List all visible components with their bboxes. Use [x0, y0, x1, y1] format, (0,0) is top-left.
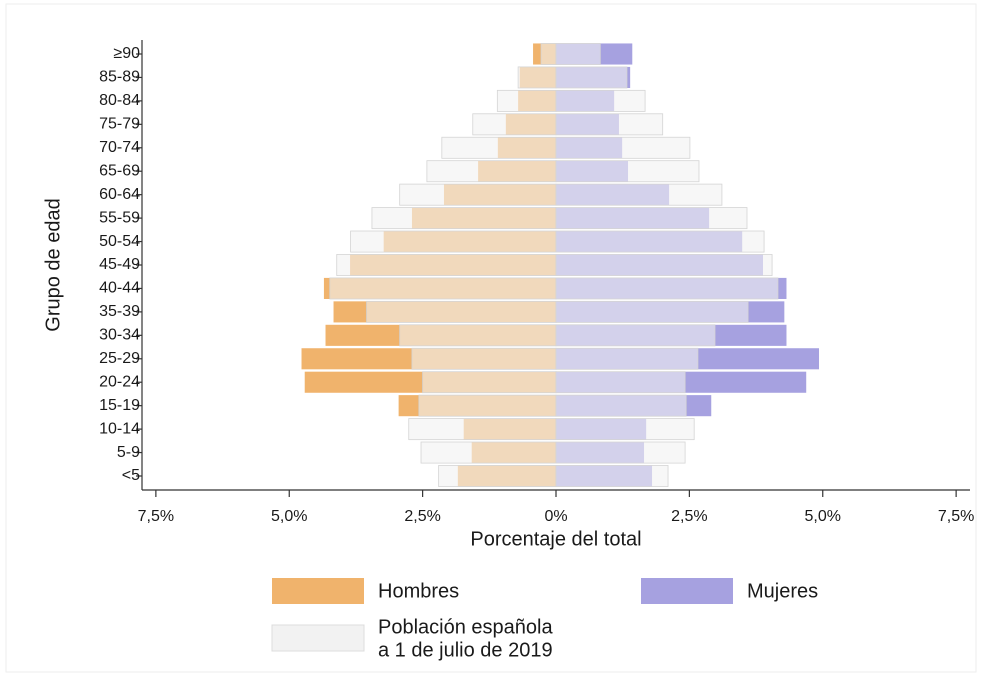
- reference-bar: [336, 254, 557, 276]
- y-tick-label: 20-24: [99, 373, 140, 390]
- x-tick-label: 2,5%: [671, 508, 707, 525]
- reference-bar: [555, 66, 628, 89]
- reference-bar: [496, 89, 557, 112]
- reference-bar: [329, 277, 557, 300]
- reference-bar: [411, 347, 557, 370]
- reference-bar: [426, 160, 557, 183]
- reference-bar: [555, 230, 765, 253]
- reference-bar: [420, 441, 557, 464]
- reference-bar: [555, 324, 716, 347]
- reference-bar: [555, 418, 695, 441]
- x-tick-label: 5,0%: [805, 508, 841, 525]
- legend-label: Población española: [378, 616, 553, 638]
- legend-label: Hombres: [378, 580, 459, 602]
- y-tick-label: 35-39: [99, 303, 140, 320]
- reference-bar: [555, 113, 664, 136]
- x-tick-label: 0%: [544, 508, 567, 525]
- y-tick-label: <5: [122, 467, 140, 484]
- x-tick-label: 2,5%: [404, 508, 440, 525]
- y-tick-label: 60-64: [99, 186, 140, 203]
- legend-swatch: [641, 578, 733, 604]
- reference-bar: [555, 89, 646, 112]
- reference-bar: [555, 136, 691, 159]
- legend-label: Mujeres: [747, 580, 818, 602]
- y-tick-label: 5-9: [117, 444, 140, 461]
- y-tick-label: ≥90: [113, 45, 140, 62]
- reference-bar: [555, 43, 601, 65]
- y-tick-label: 75-79: [99, 116, 140, 133]
- y-tick-label: 80-84: [99, 92, 140, 109]
- reference-bar: [350, 230, 557, 253]
- plot-area: [301, 43, 820, 487]
- reference-bar: [555, 254, 773, 276]
- y-tick-label: 40-44: [99, 280, 140, 297]
- y-axis-title: Grupo de edad: [42, 198, 64, 331]
- legend-label: a 1 de julio de 2019: [378, 639, 553, 661]
- y-tick-label: 15-19: [99, 397, 140, 414]
- legend-swatch: [271, 624, 365, 652]
- reference-bar: [366, 300, 557, 323]
- y-tick-label: 70-74: [99, 139, 140, 156]
- legend-swatch: [272, 578, 364, 604]
- y-tick-label: 55-59: [99, 209, 140, 226]
- reference-bar: [408, 418, 557, 441]
- reference-bar: [441, 136, 557, 159]
- y-tick-label: 25-29: [99, 350, 140, 367]
- reference-bar: [472, 113, 557, 136]
- reference-bar: [555, 300, 749, 323]
- y-tick-label: 30-34: [99, 327, 140, 344]
- x-tick-label: 7,5%: [938, 508, 974, 525]
- reference-bar: [418, 394, 557, 417]
- y-tick-label: 85-89: [99, 69, 140, 86]
- frame: [5, 3, 977, 673]
- reference-bar: [399, 324, 557, 347]
- reference-bar: [555, 160, 700, 183]
- y-tick-label: 50-54: [99, 233, 140, 250]
- reference-bar: [555, 347, 699, 370]
- reference-bar: [371, 207, 557, 230]
- reference-bar: [540, 43, 557, 65]
- reference-bar: [555, 394, 687, 417]
- y-tick-label: 10-14: [99, 420, 140, 437]
- reference-bar: [555, 207, 748, 230]
- reference-bar: [438, 465, 557, 487]
- reference-bar: [422, 371, 557, 394]
- reference-bar: [555, 441, 686, 464]
- x-tick-label: 7,5%: [138, 508, 174, 525]
- reference-bar: [517, 66, 557, 89]
- x-tick-label: 5,0%: [271, 508, 307, 525]
- y-tick-label: 45-49: [99, 256, 140, 273]
- x-axis-title: Porcentaje del total: [470, 528, 641, 550]
- reference-bar: [555, 371, 686, 394]
- reference-bar: [555, 465, 669, 487]
- reference-bar: [555, 277, 779, 300]
- reference-bar: [555, 183, 723, 206]
- reference-bar: [399, 183, 557, 206]
- y-tick-label: 65-69: [99, 162, 140, 179]
